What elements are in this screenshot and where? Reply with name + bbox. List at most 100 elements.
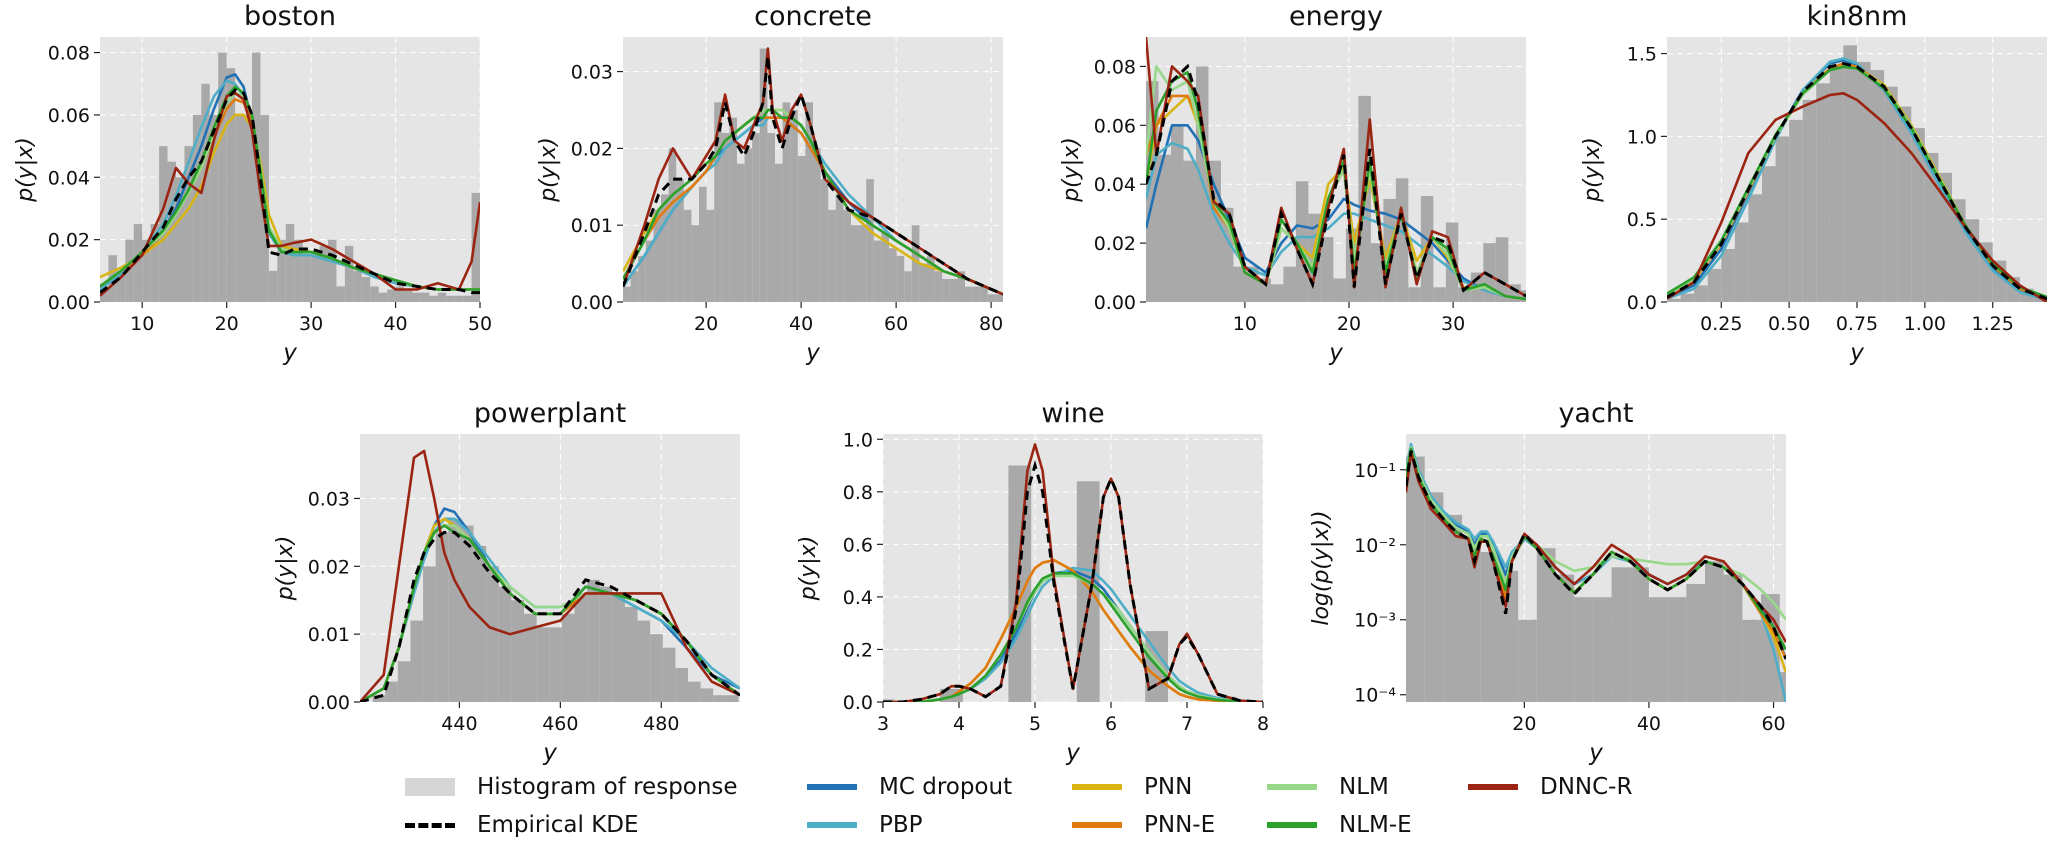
histogram-bar xyxy=(630,271,639,302)
legend: Histogram of response Empirical KDE MC d… xyxy=(395,768,1655,848)
legend-swatch-mc-dropout xyxy=(807,778,857,796)
y-tick-label: 0.03 xyxy=(308,488,350,510)
histogram-bar xyxy=(942,278,950,302)
curve-pbp xyxy=(1667,57,2047,302)
histogram-bar xyxy=(1748,194,1762,302)
histogram-bar xyxy=(1762,166,1776,302)
histogram-bar xyxy=(919,263,927,302)
histogram-bar xyxy=(435,532,449,702)
histogram-bar xyxy=(599,586,613,702)
histogram-bar xyxy=(1721,249,1735,302)
histogram-bar xyxy=(1734,222,1749,302)
histogram-bar xyxy=(437,292,447,302)
histogram-bar xyxy=(471,192,480,302)
y-tick-label: 0.06 xyxy=(1094,115,1136,137)
histogram-bar xyxy=(100,286,109,302)
legend-label-kde: Empirical KDE xyxy=(477,812,639,838)
subplot-title: yacht xyxy=(1558,398,1633,429)
histogram-bar xyxy=(675,668,689,702)
subplot-wine: 3 4 5 6 7 8 0.0 0.2 0.4 0.6 0.8 1.0 wine y p(y|x) xyxy=(796,398,1269,766)
histogram-bar xyxy=(881,232,889,302)
y-tick-label: 0.02 xyxy=(48,230,90,252)
plot-area xyxy=(883,443,1263,702)
x-tick-label: 440 xyxy=(441,713,477,735)
y-tick-label: 0.04 xyxy=(48,167,90,189)
histogram-bar xyxy=(1495,237,1509,302)
histogram-bar xyxy=(404,289,413,302)
x-tick-label: 10 xyxy=(130,313,154,335)
histogram-bar xyxy=(995,294,1003,302)
legend-swatch-kde xyxy=(405,816,455,834)
histogram-bar xyxy=(336,286,345,302)
subplot-kin8nm: 0.25 0.50 0.75 1.00 1.25 0.0 0.5 1.0 1.5 kin8nm y p… xyxy=(1580,1,2047,366)
histogram-bar xyxy=(1775,136,1790,302)
x-tick-label: 20 xyxy=(1337,313,1361,335)
histogram-bar xyxy=(624,607,638,702)
histogram-bar xyxy=(835,194,844,302)
histogram-bar xyxy=(1742,619,1762,702)
plot-area xyxy=(1406,442,1786,702)
legend-item-mc-dropout: MC dropout xyxy=(807,772,1012,802)
histogram-bar xyxy=(1283,266,1296,302)
legend-label-nlm: NLM xyxy=(1339,774,1389,800)
histogram-bar xyxy=(268,270,278,302)
x-tick-label: 20 xyxy=(1512,713,1536,735)
y-tick-label: 0.03 xyxy=(571,62,613,84)
histogram-bar xyxy=(759,48,768,302)
x-tick-label: 0.25 xyxy=(1700,313,1742,335)
histogram-bar xyxy=(294,239,303,302)
histogram-bar xyxy=(1884,86,1898,302)
x-tick-label: 80 xyxy=(979,313,1003,335)
y-axis-label: p(y|x) xyxy=(13,137,38,203)
histogram-bar xyxy=(927,255,935,302)
legend-label-dnnc-r: DNNC-R xyxy=(1540,774,1633,800)
histogram-bar xyxy=(353,270,362,302)
y-tick-label: 0.01 xyxy=(308,624,350,646)
y-tick-label: 0.02 xyxy=(1094,233,1136,255)
x-axis-label: y xyxy=(1849,340,1864,366)
histogram-bar xyxy=(623,286,631,302)
histogram-bar xyxy=(1536,548,1556,702)
histogram-bar xyxy=(243,114,252,302)
y-tick-label: 0.08 xyxy=(48,43,90,65)
subplot-boston: 10 20 30 40 50 0.00 0.02 0.04 0.06 0.08 boston y p(y… xyxy=(13,1,492,366)
histogram-bar xyxy=(851,225,859,302)
histogram-bar xyxy=(858,225,867,302)
histogram-bar xyxy=(1911,128,1925,302)
histogram-bar xyxy=(1686,583,1706,702)
histogram-bar xyxy=(1395,178,1409,302)
legend-swatch-nlm-e xyxy=(1267,816,1317,834)
plot-area xyxy=(1146,37,1526,302)
subplot-title: kin8nm xyxy=(1807,1,1908,32)
histogram-bar xyxy=(691,225,699,302)
y-axis-label: p(y|x) xyxy=(273,536,298,602)
histogram-bar xyxy=(911,225,920,302)
histogram-bar xyxy=(412,292,421,302)
histogram-bar xyxy=(1843,45,1857,302)
histogram-bar xyxy=(683,209,692,302)
legend-item-dnnc-r: DNNC-R xyxy=(1468,772,1632,802)
x-axis-label: y xyxy=(1588,740,1603,766)
histogram-bar xyxy=(797,156,806,302)
histogram-bar xyxy=(662,647,676,702)
histogram-bar xyxy=(524,613,537,702)
histogram-bar xyxy=(729,117,737,302)
histogram-bar xyxy=(1680,293,1695,302)
histogram-bar xyxy=(972,286,981,302)
legend-item-pbp: PBP xyxy=(807,810,923,840)
histogram-bar xyxy=(688,681,701,702)
histogram-bar xyxy=(1183,160,1196,302)
plot-area xyxy=(623,47,1003,302)
histogram-bar xyxy=(361,277,371,302)
x-tick-label: 40 xyxy=(383,313,407,335)
subplot-title: powerplant xyxy=(474,398,626,429)
histogram-bar xyxy=(473,545,487,702)
x-axis-label: y xyxy=(1065,740,1080,766)
histogram-bar xyxy=(1258,278,1271,302)
curve-kde xyxy=(1667,61,2047,301)
y-axis-label: log(p(y|x)) xyxy=(1309,510,1334,625)
histogram-bar xyxy=(410,620,424,702)
histogram-bar xyxy=(209,114,219,302)
histogram-bar xyxy=(395,286,404,302)
histogram-bar xyxy=(1667,597,1687,702)
